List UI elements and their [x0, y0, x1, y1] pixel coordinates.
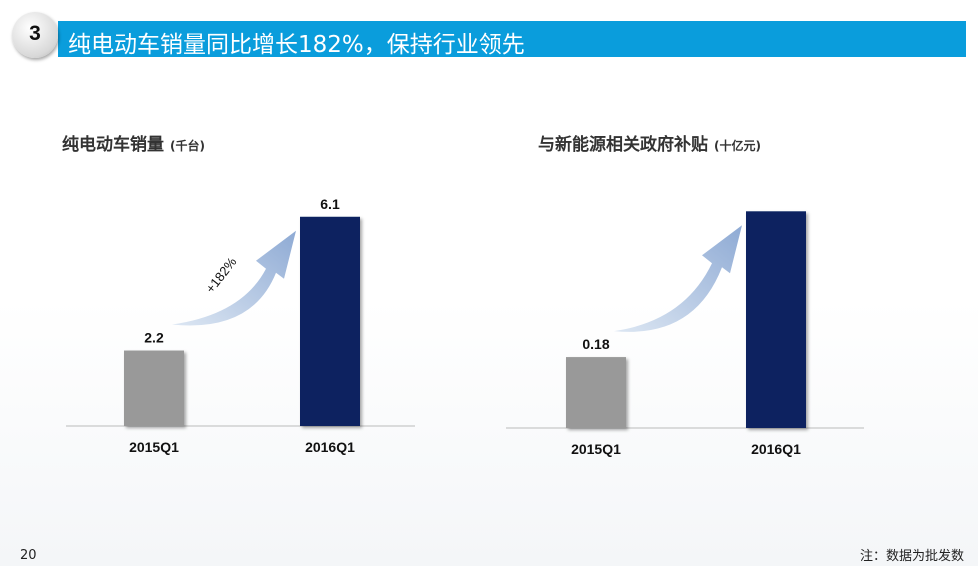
- data-label: 2.2: [144, 330, 164, 346]
- data-label: 0.18: [582, 336, 609, 352]
- bar-2016Q1: [746, 211, 806, 428]
- section-number: 3: [29, 22, 41, 45]
- chart2-title: 与新能源相关政府补贴 (十亿元): [538, 135, 761, 155]
- chart2-unit: (十亿元): [714, 139, 761, 153]
- bar-2015Q1: [124, 350, 184, 426]
- category-label: 2016Q1: [305, 439, 355, 455]
- title-banner: 纯电动车销量同比增长182%，保持行业领先: [58, 21, 966, 58]
- category-label: 2015Q1: [571, 441, 621, 457]
- chart1-title: 纯电动车销量 (千台): [62, 135, 205, 155]
- chart1-unit: (千台): [170, 139, 205, 153]
- section-badge: 3: [12, 12, 58, 58]
- category-label: 2015Q1: [129, 439, 179, 455]
- bar-2015Q1: [566, 357, 626, 428]
- growth-arrow-icon: [172, 230, 296, 326]
- category-label: 2016Q1: [751, 441, 801, 457]
- bar-2016Q1: [300, 216, 360, 426]
- slide-title: 纯电动车销量同比增长182%，保持行业领先: [68, 32, 525, 58]
- page-number: 20: [20, 548, 37, 563]
- footnote: 注：数据为批发数: [859, 549, 964, 564]
- growth-annotation: +182%: [203, 254, 240, 296]
- growth-arrow-icon: [614, 225, 742, 332]
- background: [0, 300, 978, 566]
- data-label: 6.1: [320, 196, 340, 212]
